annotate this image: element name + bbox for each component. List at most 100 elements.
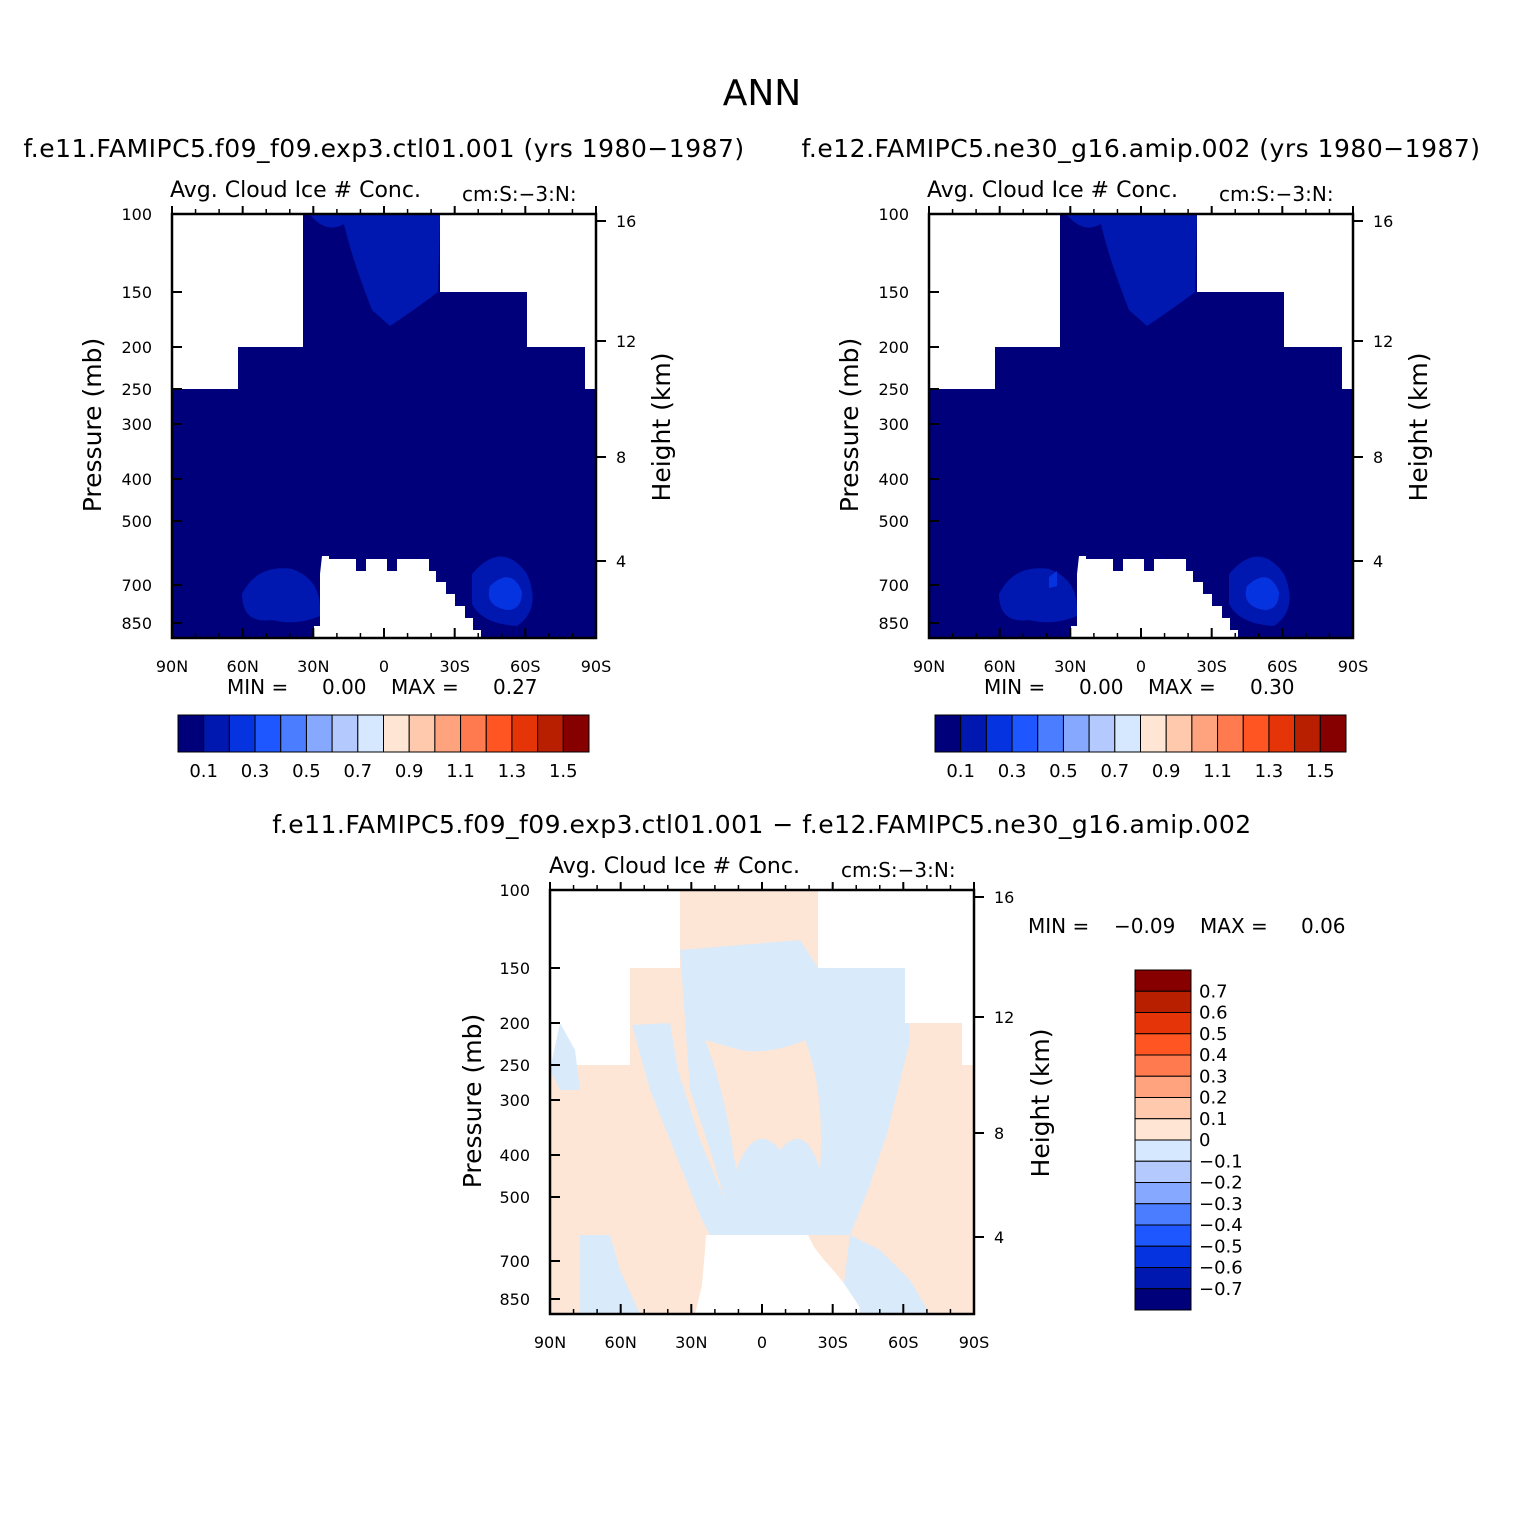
y-axis-label: Pressure (mb) (458, 1014, 487, 1188)
colorbar-label: 1.1 (1203, 761, 1232, 782)
colorbar-box (960, 714, 987, 753)
y-tick-label: 700 (878, 576, 909, 595)
colorbar-label: 0.9 (395, 761, 424, 782)
y-axis-label: Pressure (mb) (78, 338, 107, 512)
y-tick-label: 400 (121, 470, 152, 489)
colorbar-label: 0.1 (1199, 1109, 1228, 1130)
y-axis-right-label: Height (km) (1404, 353, 1433, 502)
x-tick-label: 60S (510, 657, 541, 676)
colorbar-box (331, 714, 359, 753)
y-right-tick-label: 16 (994, 888, 1014, 907)
contour-field: 100 150 200 250 300 400 500 700 850 16 12 8 4 90N 60N 3… (499, 881, 1014, 1352)
colorbar-box (1114, 714, 1141, 753)
contour-region (1071, 556, 1238, 638)
contour-region (962, 1023, 974, 1065)
y-tick-label: 150 (121, 283, 152, 302)
x-tick-label: 90N (156, 657, 188, 676)
y-right-tick-label: 12 (994, 1008, 1014, 1027)
y-tick-label: 250 (121, 380, 152, 399)
contour-region (818, 890, 974, 1023)
y-axis-label: Pressure (mb) (835, 338, 864, 512)
y-tick-label: 100 (878, 205, 909, 224)
y-tick-label: 250 (499, 1056, 530, 1075)
panel-model-1: f.e11.FAMIPC5.f09_f09.exp3.ctl01.001 (yr… (23, 134, 744, 782)
colorbar-box (1134, 1139, 1192, 1162)
colorbar-label: −0.5 (1199, 1236, 1243, 1257)
colorbar-box (511, 714, 539, 753)
y-tick-label: 500 (121, 512, 152, 531)
colorbar-label: 0.6 (1199, 1003, 1228, 1024)
y-tick-label: 250 (878, 380, 909, 399)
y-right-tick-label: 16 (1373, 212, 1393, 231)
colorbar-box (1134, 1160, 1192, 1183)
variable-label: Avg. Cloud Ice # Conc. (170, 178, 421, 203)
contour-region (488, 577, 522, 610)
contour-region (999, 568, 1077, 623)
x-tick-label: 30S (817, 1333, 848, 1352)
colorbar: 0.1 0.3 0.5 0.7 0.9 1.1 1.3 1.5 (177, 714, 590, 782)
colorbar-label: 0 (1199, 1130, 1210, 1151)
y-tick-label: 200 (499, 1014, 530, 1033)
colorbar-label: 1.5 (1306, 761, 1335, 782)
x-tick-label: 60N (227, 657, 259, 676)
colorbar-box (1134, 1097, 1192, 1120)
x-tick-label: 30N (675, 1333, 707, 1352)
contour-region (695, 1235, 860, 1314)
colorbar-label: 0.5 (1049, 761, 1078, 782)
variable-label: Avg. Cloud Ice # Conc. (549, 854, 800, 879)
colorbar-box (1134, 1182, 1192, 1205)
contour-region (840, 1235, 930, 1314)
contour-region (550, 1023, 580, 1090)
colorbar-box (562, 714, 590, 753)
min-label: MIN = (1028, 914, 1089, 938)
y-tick-label: 100 (121, 205, 152, 224)
plot-area: 100 150 200 250 300 400 500 700 850 16 12 8 4 90N 60N 3… (878, 205, 1393, 676)
colorbar-box (1134, 990, 1192, 1013)
max-label: MAX = (1200, 914, 1268, 938)
max-value: 0.30 (1250, 675, 1295, 699)
colorbar-box (177, 714, 205, 753)
colorbar-box (1134, 1118, 1192, 1141)
colorbar-label: 0.1 (189, 761, 218, 782)
y-right-tick-label: 8 (1373, 448, 1383, 467)
case-title: f.e11.FAMIPC5.f09_f09.exp3.ctl01.001 (yr… (23, 134, 744, 163)
y-right-tick-label: 4 (1373, 552, 1383, 571)
colorbar-box (1191, 714, 1219, 753)
y-right-tick-label: 16 (616, 212, 636, 231)
contour-region (550, 890, 680, 1023)
colorbar-label: 1.3 (1255, 761, 1284, 782)
y-tick-label: 400 (878, 470, 909, 489)
contour-region (305, 214, 440, 326)
colorbar-box (1242, 714, 1270, 753)
contour-region (1062, 214, 1197, 326)
x-tick-label: 60S (888, 1333, 919, 1352)
x-tick-label: 90N (913, 657, 945, 676)
colorbar-box (1134, 1224, 1192, 1247)
variable-label: Avg. Cloud Ice # Conc. (927, 178, 1178, 203)
y-tick-label: 400 (499, 1146, 530, 1165)
panel-model-2: f.e12.FAMIPC5.ne30_g16.amip.002 (yrs 198… (801, 134, 1480, 782)
max-label: MAX = (1148, 675, 1216, 699)
y-tick-label: 500 (499, 1188, 530, 1207)
colorbar-label: 0.1 (946, 761, 975, 782)
y-tick-label: 100 (499, 881, 530, 900)
colorbar-box (383, 714, 410, 753)
colorbar-box (1134, 969, 1192, 992)
case-title: f.e12.FAMIPC5.ne30_g16.amip.002 (yrs 198… (801, 134, 1480, 163)
y-right-tick-label: 8 (616, 448, 626, 467)
y-tick-label: 300 (499, 1091, 530, 1110)
max-label: MAX = (391, 675, 459, 699)
y-right-tick-label: 4 (994, 1228, 1004, 1247)
min-label: MIN = (227, 675, 288, 699)
x-tick-label: 90S (581, 657, 612, 676)
colorbar-box (1217, 714, 1244, 753)
main-title: ANN (723, 73, 802, 114)
x-tick-label: 0 (757, 1333, 767, 1352)
y-tick-label: 500 (878, 512, 909, 531)
min-label: MIN = (984, 675, 1045, 699)
colorbar-box (254, 714, 282, 753)
colorbar-label: 1.3 (498, 761, 527, 782)
colorbar-label: 0.7 (343, 761, 372, 782)
colorbar-label: 0.9 (1152, 761, 1181, 782)
x-tick-label: 30N (297, 657, 329, 676)
